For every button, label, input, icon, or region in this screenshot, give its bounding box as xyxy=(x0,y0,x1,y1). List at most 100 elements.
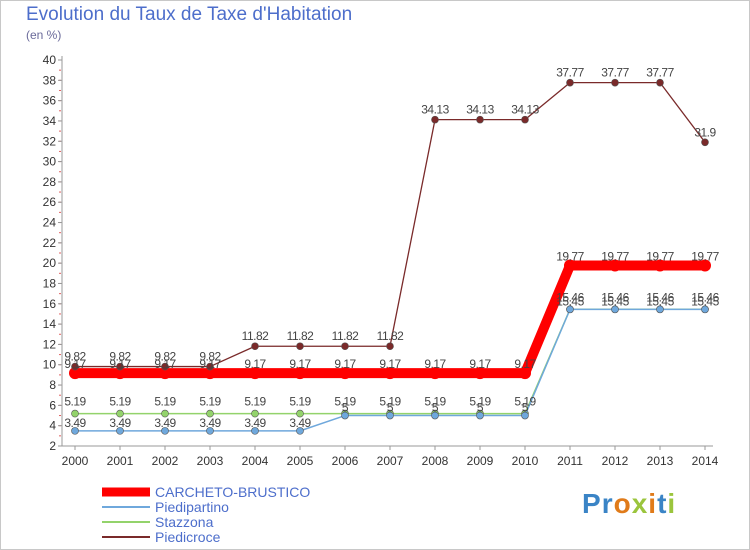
series-point xyxy=(71,427,79,435)
logo-letter: i xyxy=(667,488,677,519)
y-tick-label: 6 xyxy=(49,398,56,412)
series-point xyxy=(251,427,259,435)
data-label: 3.49 xyxy=(199,416,221,430)
data-label: 9.17 xyxy=(244,357,266,371)
y-tick-label: 26 xyxy=(43,195,57,209)
series-point xyxy=(564,259,576,272)
series-line-3 xyxy=(74,82,706,368)
series-point xyxy=(296,342,304,351)
series-point xyxy=(249,367,261,380)
data-label: 9.17 xyxy=(109,357,131,371)
series-point xyxy=(701,305,709,314)
x-tick-label: 2011 xyxy=(557,454,583,468)
logo-letter: o xyxy=(613,488,632,519)
y-tick-label: 16 xyxy=(43,297,57,311)
data-label: 9.17 xyxy=(469,357,491,371)
data-label: 9.17 xyxy=(424,357,446,371)
y-tick-label: 2 xyxy=(49,439,56,453)
series-point xyxy=(69,367,81,380)
logo-letter: t xyxy=(657,488,668,519)
data-label: 5.19 xyxy=(64,395,86,409)
x-tick-label: 2004 xyxy=(242,454,269,468)
legend: CARCHETO-BRUSTICOPiedipartinoStazzonaPie… xyxy=(102,484,310,545)
y-tick-label: 32 xyxy=(43,134,57,148)
series-point xyxy=(566,78,574,87)
y-tick-label: 4 xyxy=(49,419,56,433)
x-tick-label: 2012 xyxy=(602,454,629,468)
data-label: 11.82 xyxy=(332,329,359,343)
logo-letter: P xyxy=(582,488,602,519)
series-point xyxy=(161,362,169,371)
series-point xyxy=(339,367,351,380)
data-label: 9.17 xyxy=(199,357,221,371)
data-label: 11.82 xyxy=(242,329,269,343)
x-tick-label: 2001 xyxy=(107,454,134,468)
data-label: 37.77 xyxy=(646,66,674,80)
y-tick-label: 20 xyxy=(43,256,57,270)
data-label: 9.17 xyxy=(514,357,536,371)
proxiti-logo: Proxiti xyxy=(582,488,676,520)
series-point xyxy=(161,409,169,418)
y-tick-label: 10 xyxy=(43,358,57,372)
y-tick-label: 14 xyxy=(43,317,57,331)
x-tick-label: 2010 xyxy=(512,454,539,468)
data-label: 9.17 xyxy=(154,357,176,371)
data-label: 34.13 xyxy=(421,103,449,117)
data-label: 9.82 xyxy=(199,350,221,364)
data-label: 31.9 xyxy=(694,125,716,139)
series-point xyxy=(654,259,666,272)
data-label: 5 xyxy=(522,401,529,415)
x-tick-label: 2002 xyxy=(152,454,179,468)
y-tick-label: 36 xyxy=(43,94,57,108)
series-point xyxy=(206,409,214,418)
series-point xyxy=(294,367,306,380)
y-tick-label: 8 xyxy=(49,378,56,392)
data-label: 15.45 xyxy=(556,294,584,308)
data-label: 5.19 xyxy=(244,395,266,409)
legend-label-2: Stazzona xyxy=(155,514,214,530)
series-point xyxy=(386,342,394,351)
series-point xyxy=(429,367,441,380)
chart-subtitle: (en %) xyxy=(26,28,62,42)
series-point xyxy=(611,305,619,314)
data-label: 5 xyxy=(387,401,394,415)
x-tick-label: 2008 xyxy=(422,454,449,468)
data-label: 34.13 xyxy=(466,103,494,117)
data-label: 9.82 xyxy=(109,350,131,364)
data-label: 9.17 xyxy=(334,357,356,371)
x-tick-label: 2014 xyxy=(692,454,719,468)
data-label: 5.19 xyxy=(289,395,311,409)
data-label: 19.77 xyxy=(646,249,674,263)
y-tick-label: 38 xyxy=(43,73,57,87)
y-tick-label: 18 xyxy=(43,276,57,290)
data-label: 9.82 xyxy=(64,350,86,364)
data-label: 5.19 xyxy=(469,395,491,409)
y-tick-label: 24 xyxy=(43,216,57,230)
data-label: 3.49 xyxy=(154,416,176,430)
data-label: 9.17 xyxy=(379,357,401,371)
x-tick-label: 2007 xyxy=(377,454,404,468)
data-label: 37.77 xyxy=(556,66,584,80)
series-point xyxy=(476,115,484,124)
series-point xyxy=(701,138,709,147)
data-label: 15.46 xyxy=(601,290,629,304)
y-tick-label: 40 xyxy=(43,53,57,67)
series-point xyxy=(116,427,124,435)
axes: 2468101214161820222426283032343638402000… xyxy=(43,53,719,468)
series-point xyxy=(476,411,484,420)
series-point xyxy=(296,427,304,435)
series-point xyxy=(384,367,396,380)
data-label: 15.46 xyxy=(691,290,719,304)
series-point xyxy=(656,78,664,87)
series-point xyxy=(116,362,124,371)
data-label: 15.45 xyxy=(646,294,674,308)
logo-letter: x xyxy=(631,488,649,519)
data-label: 5.19 xyxy=(109,395,131,409)
data-label: 3.49 xyxy=(244,416,266,430)
series-point xyxy=(159,367,171,380)
series-point xyxy=(431,411,439,420)
series-point xyxy=(296,409,304,418)
y-tick-label: 12 xyxy=(43,337,57,351)
data-label: 3.49 xyxy=(109,416,131,430)
